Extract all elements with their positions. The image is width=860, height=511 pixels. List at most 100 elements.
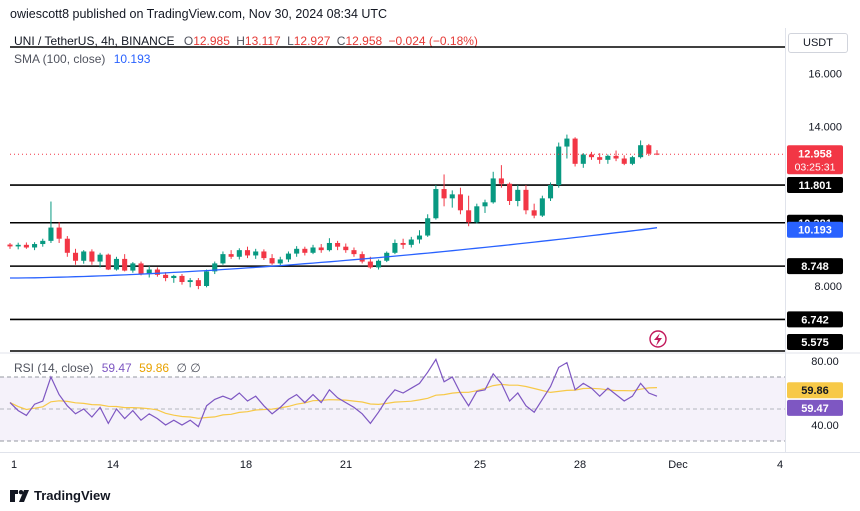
level-label-box [787, 334, 843, 350]
candle-body[interactable] [294, 248, 300, 254]
candle-body[interactable] [23, 244, 29, 248]
candle-body[interactable] [171, 275, 177, 279]
candle-body[interactable] [367, 261, 373, 268]
candle-body[interactable] [105, 254, 111, 270]
candle-body[interactable] [64, 238, 70, 253]
candle-body[interactable] [638, 145, 644, 158]
sma-legend[interactable]: SMA (100, close) 10.193 [14, 52, 150, 66]
rsi-legend[interactable]: RSI (14, close) 59.47 59.86 ∅ ∅ [14, 361, 201, 375]
rsi-ma-line[interactable] [9, 383, 658, 419]
candle-body[interactable] [285, 253, 291, 260]
candle-body[interactable] [48, 227, 54, 241]
candle-body[interactable] [122, 258, 128, 271]
candle-body[interactable] [236, 250, 242, 257]
candle-body[interactable] [425, 218, 431, 236]
candle-body[interactable] [253, 251, 259, 256]
candle-body[interactable] [56, 227, 62, 239]
candle-body[interactable] [621, 158, 627, 164]
last-price-box [787, 145, 843, 175]
candle-body[interactable] [187, 280, 193, 283]
candle-body[interactable] [32, 244, 38, 248]
candle-body[interactable] [72, 252, 79, 261]
candle-body[interactable] [179, 275, 185, 283]
candle-body[interactable] [195, 280, 201, 286]
event-flash-bolt [654, 333, 662, 346]
candle-body[interactable] [433, 189, 439, 219]
candle-body[interactable] [302, 248, 308, 253]
candle-body[interactable] [138, 263, 144, 275]
candle-body[interactable] [326, 242, 332, 251]
tradingview-logo-icon [10, 489, 29, 502]
candle-body[interactable] [597, 157, 603, 160]
candle-body[interactable] [359, 254, 365, 262]
candle-body[interactable] [269, 258, 275, 264]
candle-body[interactable] [490, 178, 496, 203]
candle-body[interactable] [498, 178, 504, 184]
candle-body[interactable] [228, 254, 234, 257]
candle-body[interactable] [15, 244, 21, 247]
candle-body[interactable] [613, 155, 619, 159]
candle-body[interactable] [220, 254, 226, 264]
candle-body[interactable] [523, 189, 529, 211]
candle-body[interactable] [580, 154, 586, 164]
rsi-ma-badge: 59.86 [801, 385, 829, 397]
candle-body[interactable] [474, 206, 480, 223]
candle-body[interactable] [449, 194, 455, 199]
candle-body[interactable] [277, 259, 283, 264]
candle-body[interactable] [146, 269, 152, 275]
candle-body[interactable] [441, 189, 447, 199]
candle-body[interactable] [654, 153, 660, 155]
low-label: L [287, 34, 294, 48]
candle-body[interactable] [7, 244, 13, 247]
candle-body[interactable] [572, 138, 578, 164]
candle-body[interactable] [547, 185, 554, 199]
rsi-line[interactable] [9, 358, 658, 428]
candle-body[interactable] [531, 210, 537, 216]
event-flash-icon[interactable] [649, 330, 667, 348]
candle-body[interactable] [539, 198, 545, 216]
candle-body[interactable] [40, 240, 46, 245]
candle-body[interactable] [507, 183, 513, 201]
candle-body[interactable] [81, 251, 87, 261]
candle-body[interactable] [416, 235, 423, 240]
candle-body[interactable] [310, 247, 316, 253]
candle-body[interactable] [376, 260, 382, 268]
candle-body[interactable] [89, 251, 95, 262]
candle-body[interactable] [646, 145, 652, 154]
symbol-name[interactable]: UNI / TetherUS, 4h, BINANCE [14, 34, 175, 48]
candle-body[interactable] [556, 146, 562, 186]
last-price-label: 12.958 [798, 148, 832, 160]
sma-line[interactable] [10, 227, 658, 279]
candle-body[interactable] [163, 274, 169, 279]
candle-body[interactable] [564, 138, 570, 147]
level-label: 8.748 [801, 261, 829, 273]
price-axis-tick: 8.000 [814, 281, 842, 293]
candle-body[interactable] [466, 210, 472, 223]
rsi-legend-extra: ∅ ∅ [176, 361, 201, 375]
candle-body[interactable] [482, 202, 488, 207]
candle-body[interactable] [212, 263, 218, 272]
candle-body[interactable] [515, 189, 521, 201]
candle-body[interactable] [343, 246, 349, 251]
candle-body[interactable] [154, 269, 160, 275]
candle-body[interactable] [605, 155, 611, 160]
change-value: −0.024 (−0.18%) [388, 34, 478, 48]
close-label: C [336, 34, 346, 48]
candle-body[interactable] [97, 254, 103, 262]
candle-body[interactable] [261, 251, 267, 259]
candle-body[interactable] [457, 194, 463, 211]
candle-body[interactable] [318, 247, 324, 251]
candle-body[interactable] [408, 239, 414, 245]
candle-body[interactable] [244, 250, 251, 256]
candle-body[interactable] [351, 250, 357, 255]
candle-body[interactable] [335, 242, 341, 247]
candle-body[interactable] [400, 242, 406, 245]
candle-body[interactable] [392, 242, 398, 253]
candle-body[interactable] [130, 263, 136, 271]
candle-body[interactable] [204, 271, 210, 286]
candle-body[interactable] [629, 157, 635, 164]
candle-body[interactable] [113, 258, 120, 270]
candle-body[interactable] [588, 154, 595, 158]
currency-button[interactable]: USDT [788, 33, 848, 53]
